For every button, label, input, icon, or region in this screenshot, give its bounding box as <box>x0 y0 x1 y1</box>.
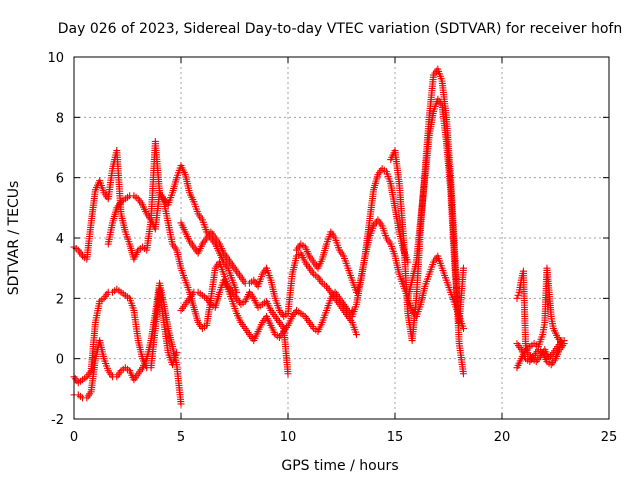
data-points <box>70 65 568 408</box>
y-tick-label: 4 <box>56 232 64 247</box>
x-axis-title: GPS time / hours <box>281 458 398 474</box>
data-series-track-12 <box>513 264 568 372</box>
x-tick-label: 15 <box>387 430 404 445</box>
y-tick-label: 8 <box>56 111 64 126</box>
chart-title: Day 026 of 2023, Sidereal Day-to-day VTE… <box>58 21 622 37</box>
x-tick-label: 10 <box>280 430 297 445</box>
data-series-track-13 <box>513 340 568 369</box>
y-tick-label: 6 <box>56 172 64 187</box>
data-series-track-6 <box>177 276 356 345</box>
x-tick-label: 25 <box>601 430 618 445</box>
data-series-track-10 <box>404 95 467 326</box>
x-tick-label: 5 <box>177 430 185 445</box>
y-tick-label: 2 <box>56 292 64 307</box>
y-tick-label: -2 <box>51 413 64 428</box>
x-tick-label: 0 <box>70 430 78 445</box>
data-series-track-11 <box>513 267 568 366</box>
y-axis-title: SDTVAR / TECUs <box>6 181 22 296</box>
axis-ticks: 0 5 10 15 20 25 -2 0 2 4 6 8 10 <box>47 51 617 445</box>
y-tick-label: 10 <box>47 51 64 66</box>
x-tick-label: 20 <box>494 430 511 445</box>
y-tick-label: 0 <box>56 353 64 368</box>
data-series-track-5 <box>177 219 360 339</box>
data-series-track-4 <box>104 189 292 378</box>
